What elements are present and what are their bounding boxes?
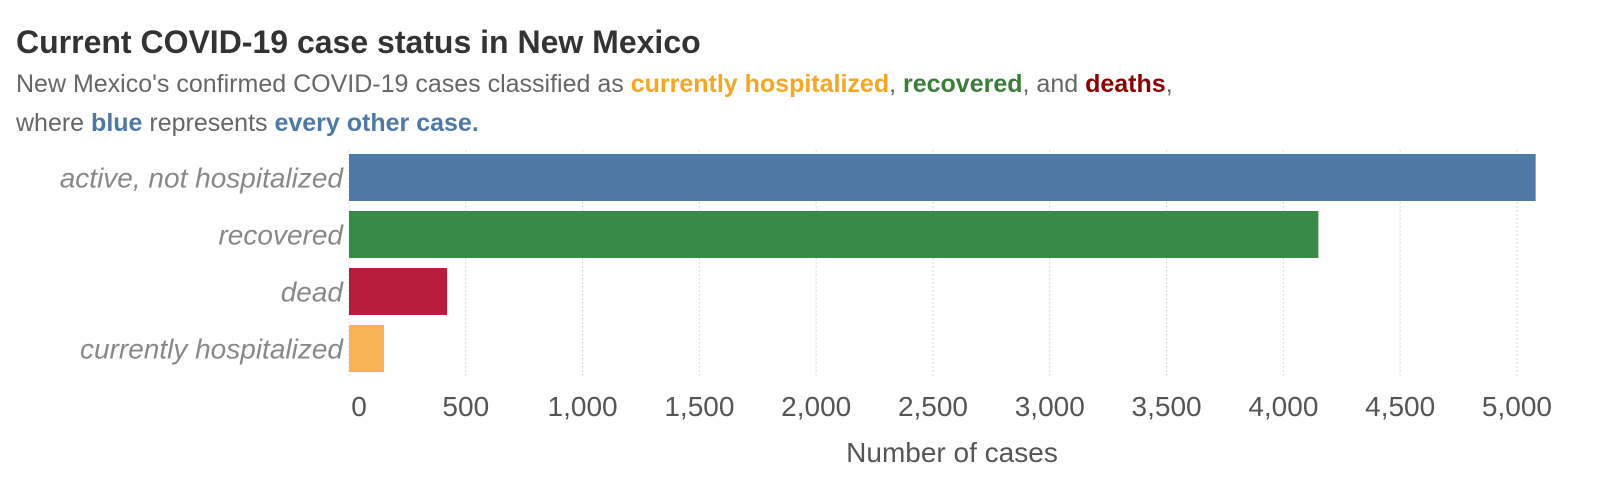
x-tick-label: 4,500 [1365, 391, 1435, 422]
x-tick-label: 5,000 [1482, 391, 1552, 422]
x-axis-label: Number of cases [846, 437, 1058, 468]
bar-dead [349, 268, 448, 315]
bars [349, 154, 1536, 372]
bar-currently-hospitalized [349, 325, 385, 372]
chart-subtitle-line-2: where blue represents every other case. [16, 109, 479, 138]
category-label: recovered [218, 220, 344, 251]
subtitle-text: , [1165, 70, 1173, 98]
x-axis-tick-labels: 0 500 1,000 1,500 2,000 2,500 3,000 3,500 4,000 4… [351, 391, 1552, 422]
x-tick-label: 3,000 [1015, 391, 1085, 422]
x-tick-label: 0 [351, 391, 367, 422]
subtitle-text: , and [1022, 70, 1086, 98]
x-tick-label: 4,000 [1248, 391, 1318, 422]
x-tick-label: 1,500 [664, 391, 734, 422]
x-tick-label: 3,500 [1132, 391, 1202, 422]
x-tick-label: 500 [442, 391, 489, 422]
x-tick-label: 1,000 [548, 391, 618, 422]
bar-recovered [349, 211, 1319, 258]
subtitle-highlight-blue: blue [91, 109, 143, 137]
subtitle-highlight-hospitalized: currently hospitalized [630, 70, 890, 98]
subtitle-text: New Mexico's confirmed COVID-19 cases cl… [16, 70, 631, 98]
chart-title: Current COVID-19 case status in New Mexi… [16, 24, 701, 60]
subtitle-highlight-other: every other case. [274, 109, 479, 137]
chart-subtitle-line-1: New Mexico's confirmed COVID-19 cases cl… [16, 70, 1173, 99]
subtitle-highlight-recovered: recovered [903, 70, 1023, 98]
category-label: dead [281, 277, 345, 308]
category-label: currently hospitalized [80, 334, 344, 365]
x-tick-label: 2,500 [898, 391, 968, 422]
subtitle-text: , [889, 70, 903, 98]
subtitle-text: represents [142, 109, 275, 137]
category-labels: active, not hospitalized recovered dead cur… [60, 163, 345, 365]
subtitle-text: where [16, 109, 92, 137]
x-tick-label: 2,000 [781, 391, 851, 422]
bar-active-not-hospitalized [349, 154, 1536, 201]
category-label: active, not hospitalized [60, 163, 345, 194]
subtitle-highlight-deaths: deaths [1085, 70, 1166, 98]
